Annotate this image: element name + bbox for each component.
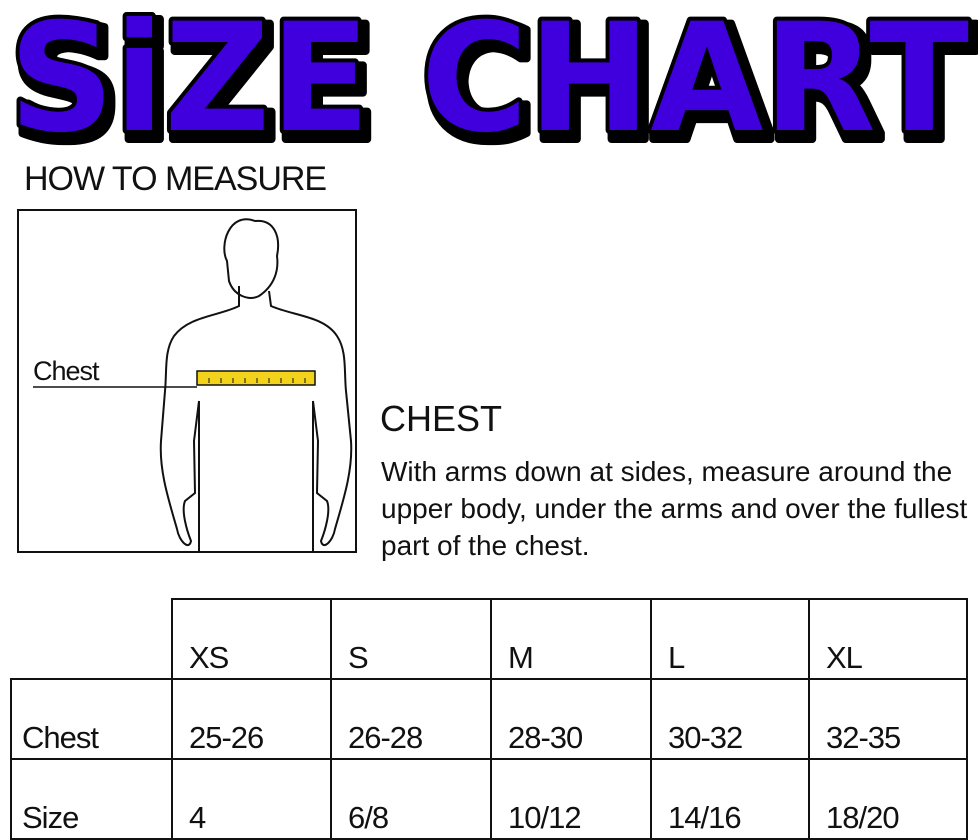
measuring-tape bbox=[196, 370, 316, 386]
title-text: SiZE CHART bbox=[9, 0, 969, 150]
table-cell: 4 bbox=[171, 758, 332, 840]
body-outline-illustration bbox=[33, 218, 353, 551]
table-cell: 26-28 bbox=[330, 678, 492, 760]
table-cell: 10/12 bbox=[490, 758, 652, 840]
column-header: S bbox=[330, 598, 492, 680]
chest-heading: CHEST bbox=[380, 398, 503, 439]
table-cell: 28-30 bbox=[490, 678, 652, 760]
column-header: XS bbox=[171, 598, 332, 680]
row-label: Size bbox=[10, 758, 173, 840]
column-header: XL bbox=[808, 598, 968, 680]
measure-figure: Chest bbox=[17, 209, 357, 553]
table-cell: 25-26 bbox=[171, 678, 332, 760]
table-cell: 14/16 bbox=[650, 758, 810, 840]
column-header: M bbox=[490, 598, 652, 680]
table-cell: 6/8 bbox=[330, 758, 492, 840]
table-cell: 18/20 bbox=[808, 758, 968, 840]
how-to-measure-heading: HOW TO MEASURE bbox=[24, 160, 327, 198]
row-label: Chest bbox=[10, 678, 173, 760]
size-chart-title: SiZE CHART bbox=[5, 0, 973, 150]
table-cell: 30-32 bbox=[650, 678, 810, 760]
figure-chest-label: Chest bbox=[33, 356, 100, 386]
table-cell: 32-35 bbox=[808, 678, 968, 760]
chest-description: With arms down at sides, measure around … bbox=[381, 456, 968, 561]
column-header: L bbox=[650, 598, 810, 680]
